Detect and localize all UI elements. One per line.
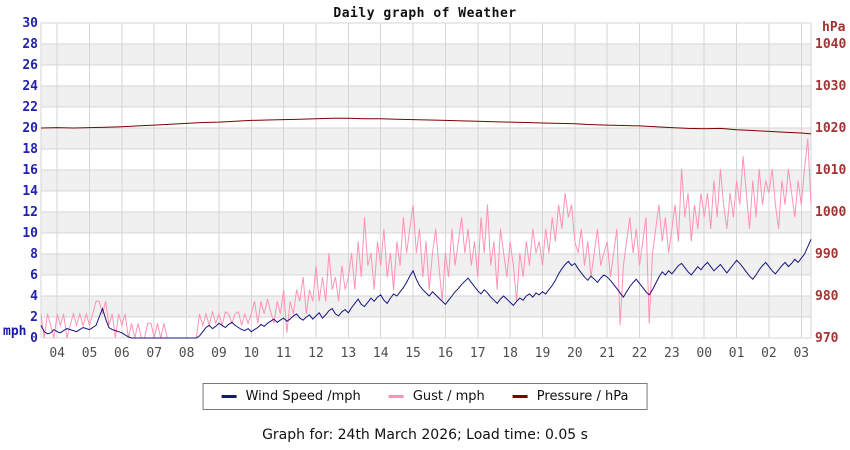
chart-title: Daily graph of Weather xyxy=(333,6,517,21)
band xyxy=(41,254,811,275)
x-axis-tick: 18 xyxy=(502,346,518,361)
x-axis-tick: 23 xyxy=(664,346,680,361)
right-axis-tick: 1000 xyxy=(815,205,846,220)
left-axis-tick: 26 xyxy=(22,58,38,73)
legend-item-wind-speed: Wind Speed /mph xyxy=(221,389,361,404)
left-axis-tick: 30 xyxy=(22,16,38,31)
band xyxy=(41,170,811,191)
x-axis-tick: 12 xyxy=(308,346,324,361)
footer-caption: Graph for: 24th March 2026; Load time: 0… xyxy=(262,427,588,443)
legend: Wind Speed /mph Gust / mph Pressure / hP… xyxy=(202,383,648,410)
left-axis-tick: 4 xyxy=(30,289,38,304)
right-axis-tick: 1020 xyxy=(815,121,846,136)
legend-label-gust: Gust / mph xyxy=(412,389,485,404)
pressure-swatch-icon xyxy=(512,395,528,398)
left-axis-tick: 20 xyxy=(22,121,38,136)
x-axis-tick: 04 xyxy=(49,346,65,361)
left-axis-tick: 8 xyxy=(30,247,38,262)
left-axis-tick: 2 xyxy=(30,310,38,325)
left-axis-tick: 14 xyxy=(22,184,38,199)
band xyxy=(41,86,811,107)
legend-label-wind-speed: Wind Speed /mph xyxy=(245,389,361,404)
left-axis-tick: 22 xyxy=(22,100,38,115)
x-axis-tick: 13 xyxy=(341,346,357,361)
x-axis-tick: 01 xyxy=(729,346,745,361)
left-axis-tick: 24 xyxy=(22,79,38,94)
wind-speed-swatch-icon xyxy=(221,395,237,398)
x-axis-tick: 10 xyxy=(243,346,259,361)
wind-speed-line xyxy=(40,239,812,339)
band xyxy=(41,128,811,149)
x-axis-tick: 21 xyxy=(599,346,615,361)
right-axis-unit-label: hPa xyxy=(822,20,846,35)
band xyxy=(41,44,811,65)
right-axis-tick: 1040 xyxy=(815,37,846,52)
x-axis-tick: 17 xyxy=(470,346,486,361)
x-axis-tick: 19 xyxy=(535,346,551,361)
pressure-line xyxy=(40,117,812,135)
right-axis-tick: 1010 xyxy=(815,163,846,178)
x-axis-tick: 11 xyxy=(276,346,292,361)
band xyxy=(41,212,811,233)
x-axis-tick: 02 xyxy=(761,346,777,361)
left-axis-tick: 0 xyxy=(30,331,38,346)
legend-item-pressure: Pressure / hPa xyxy=(512,389,629,404)
left-axis-unit-label: mph xyxy=(3,324,27,339)
x-axis-tick: 06 xyxy=(114,346,130,361)
left-axis-tick: 18 xyxy=(22,142,38,157)
legend-item-gust: Gust / mph xyxy=(388,389,485,404)
x-axis-tick: 20 xyxy=(567,346,583,361)
right-axis-tick: 980 xyxy=(815,289,839,304)
x-axis-tick: 22 xyxy=(632,346,648,361)
band xyxy=(41,296,811,317)
right-axis-tick: 990 xyxy=(815,247,839,262)
x-axis-tick: 08 xyxy=(179,346,195,361)
x-axis-tick: 05 xyxy=(82,346,98,361)
x-axis-tick: 07 xyxy=(146,346,162,361)
left-axis-tick: 12 xyxy=(22,205,38,220)
right-axis-tick: 1030 xyxy=(815,79,846,94)
gust-swatch-icon xyxy=(388,395,404,398)
x-axis-tick: 16 xyxy=(438,346,454,361)
x-axis-tick: 00 xyxy=(696,346,712,361)
x-axis-tick: 03 xyxy=(793,346,809,361)
left-axis-tick: 10 xyxy=(22,226,38,241)
legend-label-pressure: Pressure / hPa xyxy=(536,389,629,404)
x-axis-tick: 09 xyxy=(211,346,227,361)
left-axis-tick: 16 xyxy=(22,163,38,178)
left-axis-tick: 28 xyxy=(22,37,38,52)
left-axis-tick: 6 xyxy=(30,268,38,283)
right-axis-tick: 970 xyxy=(815,331,839,346)
x-axis-tick: 14 xyxy=(373,346,389,361)
x-axis-tick: 15 xyxy=(405,346,421,361)
